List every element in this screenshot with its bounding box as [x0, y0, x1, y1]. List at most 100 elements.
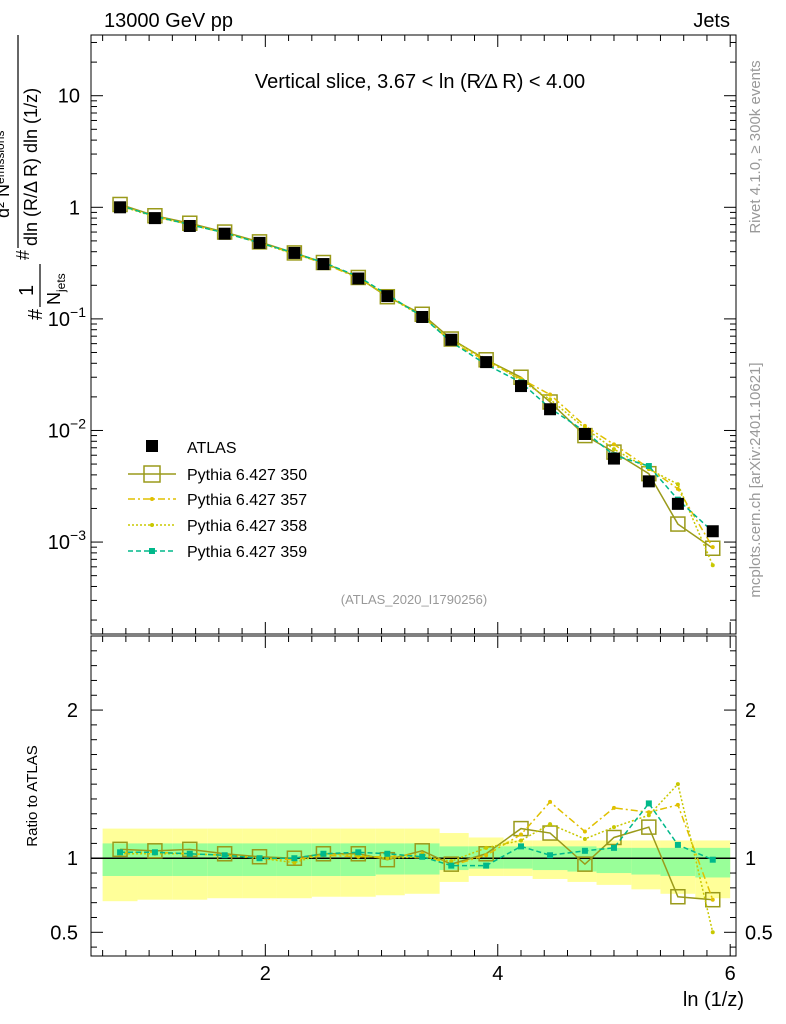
ratio-point-p358 — [449, 859, 454, 864]
main-point-data — [148, 212, 161, 225]
main-point-p358 — [710, 563, 715, 568]
axes-layer: 2 4 6 10−3 10−2 10−1 1 10 0.5 0.5 1 1 2 2 — [48, 34, 773, 985]
ratio-point-p350 — [216, 846, 233, 862]
ratio-y-axis-label: Ratio to ATLAS — [24, 745, 41, 846]
ratio-point-p359 — [709, 856, 716, 863]
ratio-point-p359 — [221, 852, 228, 859]
ratio-band-inner — [102, 843, 138, 876]
main-point-data — [288, 246, 301, 259]
ratio-point-p359 — [674, 841, 681, 848]
ratio-bands-layer — [91, 828, 736, 902]
ratio-point-p358 — [484, 845, 489, 850]
source-note: mcplots.cern.ch [arXiv:2401.10621] — [747, 362, 764, 597]
ratio-point-p358 — [582, 836, 587, 841]
ratio-point-p359 — [419, 853, 426, 860]
ratio-point-p359 — [547, 852, 554, 859]
ratio-point-p357 — [582, 829, 587, 834]
y-tick-label: 10−1 — [48, 304, 86, 331]
main-point-data — [671, 497, 684, 510]
main-point-data — [381, 290, 394, 303]
ratio-y-tick-label-right: 2 — [745, 700, 756, 722]
ratio-point-p350 — [577, 856, 593, 872]
ratio-point-p350 — [147, 843, 163, 859]
legend-marker-atlas — [146, 440, 158, 452]
ratio-point-p358 — [519, 838, 523, 843]
main-point-p357 — [710, 545, 715, 550]
ratio-y-tick-label-right: 1 — [745, 848, 756, 870]
ratio-point-p359 — [518, 843, 524, 850]
ratio-point-p350 — [112, 841, 128, 858]
ratio-point-p350 — [641, 819, 657, 835]
main-point-p350 — [379, 288, 396, 305]
ratio-plot-frame — [90, 635, 737, 957]
main-point-p350 — [670, 516, 686, 532]
ratio-point-p358 — [611, 825, 616, 830]
main-point-p357 — [675, 486, 680, 491]
main-point-data — [544, 403, 557, 416]
x-tick-label: 4 — [492, 963, 503, 985]
main-point-p357 — [548, 392, 553, 397]
y-label-hash-1: # — [25, 308, 47, 320]
collision-label: 13000 GeV pp — [104, 10, 233, 32]
ratio-y-tick-label: 0.5 — [50, 922, 78, 944]
main-point-data — [253, 236, 266, 249]
ratio-point-p359 — [610, 844, 617, 851]
ratio-point-p358 — [548, 822, 553, 827]
ratio-point-p350 — [350, 846, 367, 862]
ratio-point-p357 — [484, 853, 489, 858]
ratio-point-p350 — [251, 848, 268, 865]
legend-marker-p359 — [149, 548, 155, 554]
ratio-point-p350 — [670, 888, 686, 905]
main-series-layer — [112, 196, 721, 568]
main-point-data — [515, 380, 527, 393]
ratio-point-p357 — [519, 832, 523, 837]
ratio-point-p359 — [581, 847, 588, 854]
ratio-point-p359 — [645, 800, 652, 807]
main-point-p350 — [443, 331, 460, 347]
ratio-point-p359 — [483, 862, 490, 869]
main-point-data — [114, 201, 127, 214]
process-label: Jets — [693, 10, 730, 32]
legend-label-p358: Pythia 6.427 358 — [187, 518, 307, 535]
ratio-point-p359 — [186, 850, 193, 857]
y-label-numerator: d² Nemissions — [0, 131, 13, 218]
legend-marker-p358 — [150, 523, 154, 527]
ratio-point-p357 — [710, 897, 715, 902]
ratio-band-inner — [631, 847, 661, 875]
legend-label-p359: Pythia 6.427 359 — [187, 544, 307, 561]
ratio-band-inner — [596, 847, 632, 874]
main-point-p357 — [611, 442, 616, 447]
ratio-point-p358 — [710, 930, 715, 935]
legend-marker-p350 — [143, 465, 161, 483]
ratio-point-p358 — [292, 860, 297, 865]
main-point-data — [706, 525, 719, 538]
legend-label-atlas: ATLAS — [187, 440, 237, 457]
y-label-hash-2: # — [13, 250, 33, 260]
legend-marker-p357 — [150, 497, 154, 501]
y-label-denominator: dln (R/Δ R) dln (1/z) — [21, 88, 41, 246]
ratio-point-p359 — [384, 850, 391, 857]
ratio-point-p357 — [548, 799, 553, 804]
ratio-point-p357 — [611, 805, 616, 810]
x-tick-label: 6 — [725, 963, 736, 985]
main-point-data — [607, 452, 620, 465]
y-tick-label: 10 — [58, 86, 80, 108]
ratio-band-inner — [340, 843, 376, 876]
ratio-y-tick-label: 1 — [67, 848, 78, 870]
main-plot-frame — [90, 34, 737, 635]
main-y-axis-label: # 1 Njets # d² Nemissions dln (R/Δ R) dl… — [0, 35, 68, 320]
x-tick-label: 2 — [260, 963, 271, 985]
legend-label-p350: Pythia 6.427 350 — [187, 467, 307, 484]
ratio-point-p359 — [256, 855, 263, 862]
ratio-point-p359 — [448, 862, 455, 869]
main-point-data — [642, 475, 655, 488]
ratio-band-inner — [660, 847, 696, 876]
ratio-point-p359 — [151, 849, 158, 856]
legend: ATLAS Pythia 6.427 350 Pythia 6.427 357 … — [128, 440, 307, 561]
main-point-data — [445, 333, 458, 346]
y-label-njets: Njets — [44, 273, 68, 305]
ratio-band-inner — [172, 843, 208, 876]
main-point-data — [352, 272, 365, 285]
ratio-y-tick-label-right: 0.5 — [745, 922, 773, 944]
y-tick-label: 10−2 — [48, 415, 86, 442]
